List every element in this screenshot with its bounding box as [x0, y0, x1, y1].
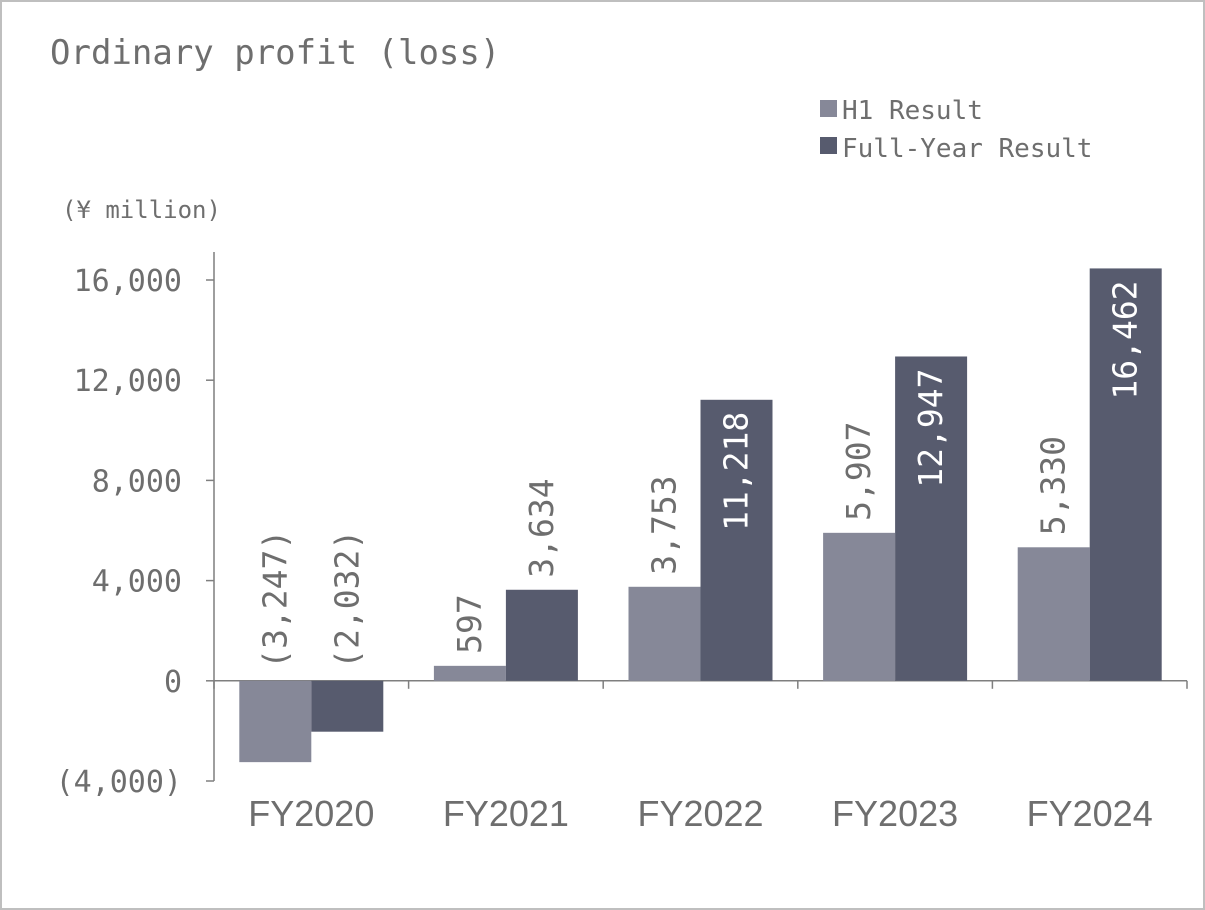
value-label: 12,947 — [911, 368, 950, 487]
value-label: (2,032) — [327, 530, 366, 669]
legend-swatch-full-year — [820, 137, 837, 154]
value-label: 3,634 — [522, 478, 561, 577]
value-labels: (3,247) (2,032) 597 3,634 3,753 11,218 5,907 12… — [255, 280, 1144, 668]
bar-h1 — [628, 586, 701, 681]
x-category-label: FY2020 — [248, 793, 374, 834]
x-category-label: FY2022 — [637, 793, 763, 834]
bar-h1 — [433, 665, 506, 681]
value-label: (3,247) — [255, 530, 294, 669]
y-tick-label: 0 — [164, 665, 182, 700]
bar-full-year — [505, 589, 578, 681]
unit-label: (¥ million) — [62, 196, 221, 224]
legend-label-full-year: Full-Year Result — [842, 134, 1092, 164]
bar-full-year — [895, 356, 968, 681]
bar-h1 — [823, 532, 896, 681]
value-label: 5,907 — [839, 421, 878, 520]
bars — [239, 268, 1162, 763]
x-category-label: FY2023 — [832, 793, 958, 834]
value-label: 597 — [450, 594, 489, 654]
y-axis: (4,000) 0 4,000 8,000 12,000 16,000 — [56, 252, 215, 800]
value-label: 16,462 — [1106, 280, 1145, 399]
y-tick-label: 16,000 — [74, 264, 182, 299]
x-category-label: FY2021 — [443, 793, 569, 834]
legend-label-h1: H1 Result — [842, 96, 983, 126]
bar-h1 — [1017, 547, 1090, 681]
value-label: 5,330 — [1034, 436, 1073, 535]
x-category-label: FY2024 — [1027, 793, 1153, 834]
x-axis: FY2020 FY2021 FY2022 FY2023 FY2024 — [213, 680, 1188, 834]
bar-full-year — [311, 680, 384, 732]
legend: H1 Result Full-Year Result — [820, 96, 1092, 164]
legend-swatch-h1 — [820, 100, 837, 117]
chart-title: Ordinary profit (loss) — [50, 33, 500, 73]
y-tick-label: (4,000) — [56, 765, 182, 800]
y-tick-label: 4,000 — [92, 565, 182, 600]
value-label: 3,753 — [645, 475, 684, 574]
bar-full-year — [1089, 268, 1162, 681]
bar-h1 — [239, 680, 312, 763]
value-label: 11,218 — [717, 412, 756, 531]
y-tick-label: 8,000 — [92, 464, 182, 499]
bar-full-year — [700, 399, 773, 681]
y-tick-label: 12,000 — [74, 364, 182, 399]
